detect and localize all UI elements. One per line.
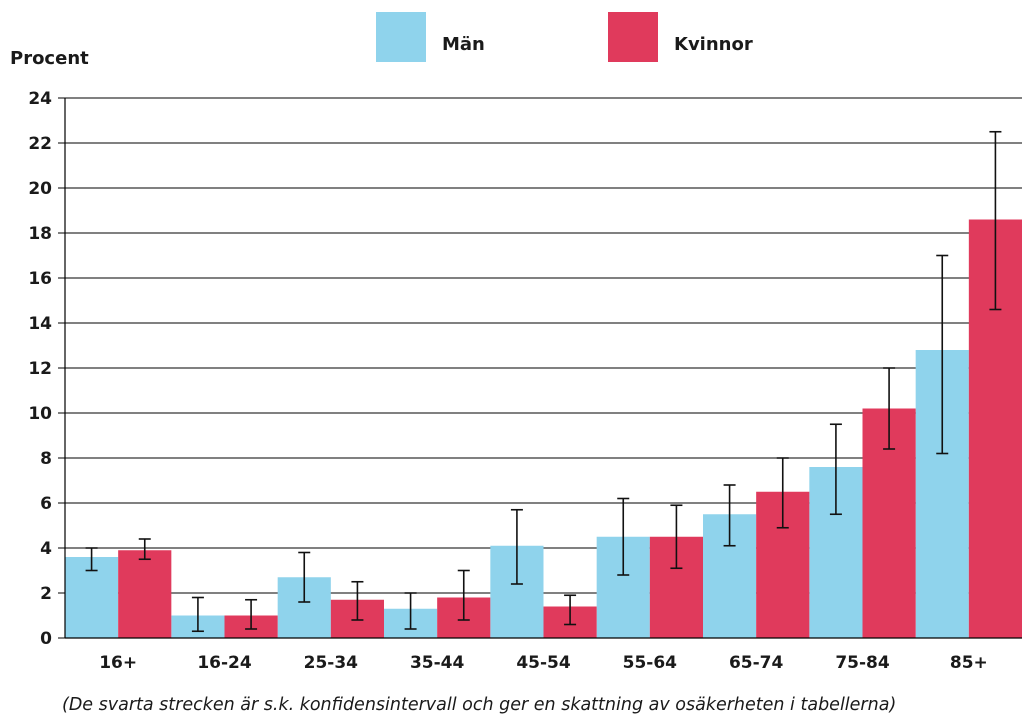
y-tick-label: 8 xyxy=(40,449,52,469)
y-tick-label: 20 xyxy=(28,179,52,199)
x-tick-label: 35-44 xyxy=(410,653,465,673)
y-tick-label: 0 xyxy=(40,629,52,649)
bar xyxy=(118,550,172,638)
y-axis-title: Procent xyxy=(10,48,89,69)
bars xyxy=(65,219,1022,638)
axes xyxy=(64,98,1022,639)
legend: Män Kvinnor xyxy=(376,12,753,62)
legend-swatch-man xyxy=(376,12,426,62)
legend-label-man: Män xyxy=(442,34,485,55)
x-tick-label: 16-24 xyxy=(197,653,252,673)
y-tick-label: 10 xyxy=(28,404,52,424)
y-tick-label: 4 xyxy=(40,539,52,559)
y-tick-label: 24 xyxy=(28,89,52,109)
legend-label-kvinnor: Kvinnor xyxy=(674,34,753,55)
footnote: (De svarta strecken är s.k. konfidensint… xyxy=(62,695,896,715)
y-tick-label: 22 xyxy=(28,134,52,154)
y-tick-label: 14 xyxy=(28,314,52,334)
x-tick-label: 55-64 xyxy=(623,653,678,673)
y-tick-label: 18 xyxy=(28,224,52,244)
y-tick-label: 6 xyxy=(40,494,52,514)
x-tick-label: 85+ xyxy=(950,653,988,673)
x-tick-label: 45-54 xyxy=(516,653,571,673)
x-tick-label: 75-84 xyxy=(835,653,890,673)
y-tick-label: 16 xyxy=(28,269,52,289)
y-tick-label: 12 xyxy=(28,359,52,379)
x-tick-label: 16+ xyxy=(99,653,137,673)
legend-swatch-kvinnor xyxy=(608,12,658,62)
x-tick-label: 65-74 xyxy=(729,653,784,673)
y-tick-label: 2 xyxy=(40,584,52,604)
gridlines xyxy=(58,97,1022,639)
x-tick-label: 25-34 xyxy=(304,653,359,673)
error-bars xyxy=(85,130,1002,633)
x-tick-labels: 16+ 16-24 25-34 35-44 45-54 55-64 65-74 75-84 85… xyxy=(99,653,988,673)
